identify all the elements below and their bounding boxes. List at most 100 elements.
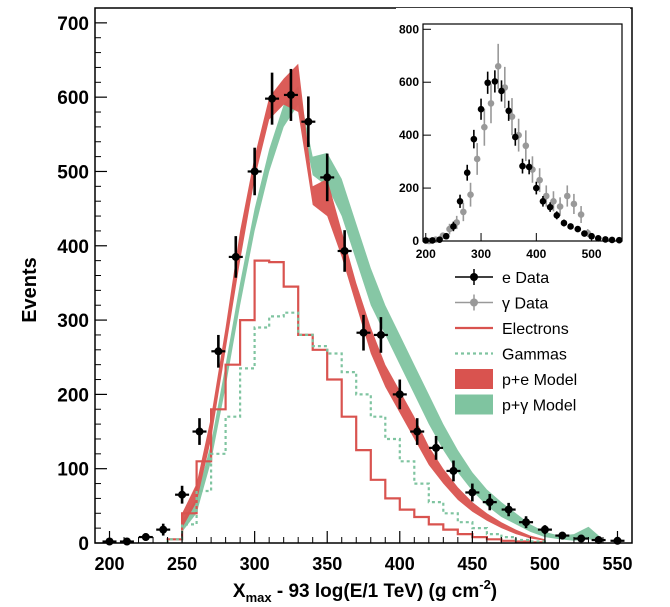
inset-data-point (602, 236, 609, 243)
y-tick-label: 400 (57, 237, 89, 258)
inset-data-point (581, 230, 588, 237)
legend-label: p+e Model (502, 372, 577, 389)
inset-data-point (560, 219, 568, 227)
inset-data-point (525, 163, 533, 171)
data-point-13 (340, 246, 349, 255)
y-tick-label: 200 (57, 385, 89, 406)
x-axis-title-main: X (233, 581, 246, 602)
inset-data-point (470, 135, 478, 143)
inset-data-point (494, 63, 502, 70)
inset-data-point (519, 162, 526, 170)
x-axis-title-close: ) (491, 581, 497, 602)
data-point-24 (540, 525, 549, 534)
inset-y-tick-label: 600 (399, 75, 419, 89)
x-axis-title: Xmax - 93 log(E/1 TeV) (g cm-2) (233, 577, 497, 605)
inset-data-point (536, 176, 543, 184)
inset-data-point (615, 236, 623, 244)
inset-data-point (594, 235, 602, 242)
inset-data-point (450, 223, 457, 230)
legend-marker (470, 273, 478, 281)
inset-x-tick-label: 200 (416, 247, 436, 261)
x-tick-label: 450 (457, 554, 487, 574)
data-point-20 (468, 488, 477, 497)
y-axis-title: Events (19, 257, 41, 323)
inset-data-point (608, 236, 616, 244)
data-point-18 (432, 443, 441, 452)
step-4 (166, 311, 546, 543)
legend-label: p+γ Model (502, 398, 576, 415)
y-tick-label: 500 (57, 162, 89, 183)
inset-data-point (442, 232, 450, 240)
data-point-2 (141, 533, 150, 542)
inset-x-tick-label: 400 (526, 247, 546, 261)
data-point-22 (504, 505, 513, 514)
data-point-7 (231, 252, 240, 261)
data-point-12 (323, 173, 332, 182)
y-tick-label: 700 (57, 14, 89, 35)
x-tick-label: 500 (530, 554, 560, 574)
inset-data-point (491, 78, 499, 85)
legend: e Data γ Data Electrons Gammas p+e Model p+γ … (444, 262, 629, 420)
inset-data-point (542, 192, 550, 200)
x-tick-label: 350 (312, 554, 342, 574)
inset-data-point (556, 203, 564, 210)
x-tick-label: 300 (240, 554, 270, 574)
data-point-15 (376, 330, 385, 339)
inset-data-point (522, 142, 530, 150)
data-point-9 (268, 94, 277, 103)
inset-data-point (574, 225, 582, 233)
inset-data-point (484, 79, 491, 87)
inset-data-point (539, 198, 547, 205)
x-tick-label: 400 (385, 554, 415, 574)
inset-data-point (577, 211, 585, 218)
main-axes: 200 250 300 350 400 450 500 550 0 100 200 300 400 500… (57, 14, 632, 574)
data-point-26 (577, 534, 586, 543)
data-point-27 (594, 536, 603, 545)
inset-data-point (533, 184, 540, 192)
inset-data-point (456, 198, 464, 205)
inset-y-tick-label: 400 (399, 128, 419, 142)
main-data-points (102, 68, 625, 546)
data-point-25 (558, 531, 567, 540)
data-point-5 (195, 427, 204, 436)
x-axis-title-rest: - 93 log(E/1 TeV) (g cm (272, 581, 480, 602)
data-point-19 (449, 466, 458, 475)
inset-data-point (477, 105, 485, 113)
data-point-23 (522, 518, 531, 527)
inset-data-point (505, 107, 512, 115)
legend-label: Gammas (502, 347, 567, 364)
inset-y-tick-label: 200 (399, 181, 419, 195)
data-point-10 (286, 90, 295, 99)
x-tick-label: 550 (602, 554, 632, 574)
inset-data-point (481, 123, 488, 131)
inset-x-tick-label: 300 (471, 247, 491, 261)
legend-swatch (455, 394, 493, 415)
y-tick-label: 600 (57, 88, 89, 109)
x-axis-title-superscript: -2 (479, 577, 491, 592)
inset-data-point (550, 198, 557, 205)
data-point-17 (413, 427, 422, 436)
inset-data-point (467, 191, 474, 198)
data-point-8 (250, 167, 259, 176)
inset-data-point (512, 133, 519, 141)
x-tick-label: 250 (167, 554, 197, 574)
inset-data-point (567, 223, 574, 230)
y-tick-label: 100 (57, 460, 89, 481)
inset-data-point (498, 87, 505, 95)
inset-data-point (553, 212, 561, 219)
legend-background (444, 262, 629, 420)
data-point-6 (214, 347, 223, 356)
data-point-4 (178, 490, 187, 499)
inset-x-tick-label: 500 (582, 247, 602, 261)
legend-label: Electrons (502, 321, 569, 338)
inset-data-point (508, 113, 516, 120)
inset-data-point (546, 203, 554, 211)
inset-y-tick-label: 800 (399, 22, 419, 36)
legend-marker (470, 298, 478, 307)
legend-label: e Data (502, 270, 549, 287)
data-point-11 (304, 117, 313, 126)
data-point-16 (395, 390, 404, 399)
